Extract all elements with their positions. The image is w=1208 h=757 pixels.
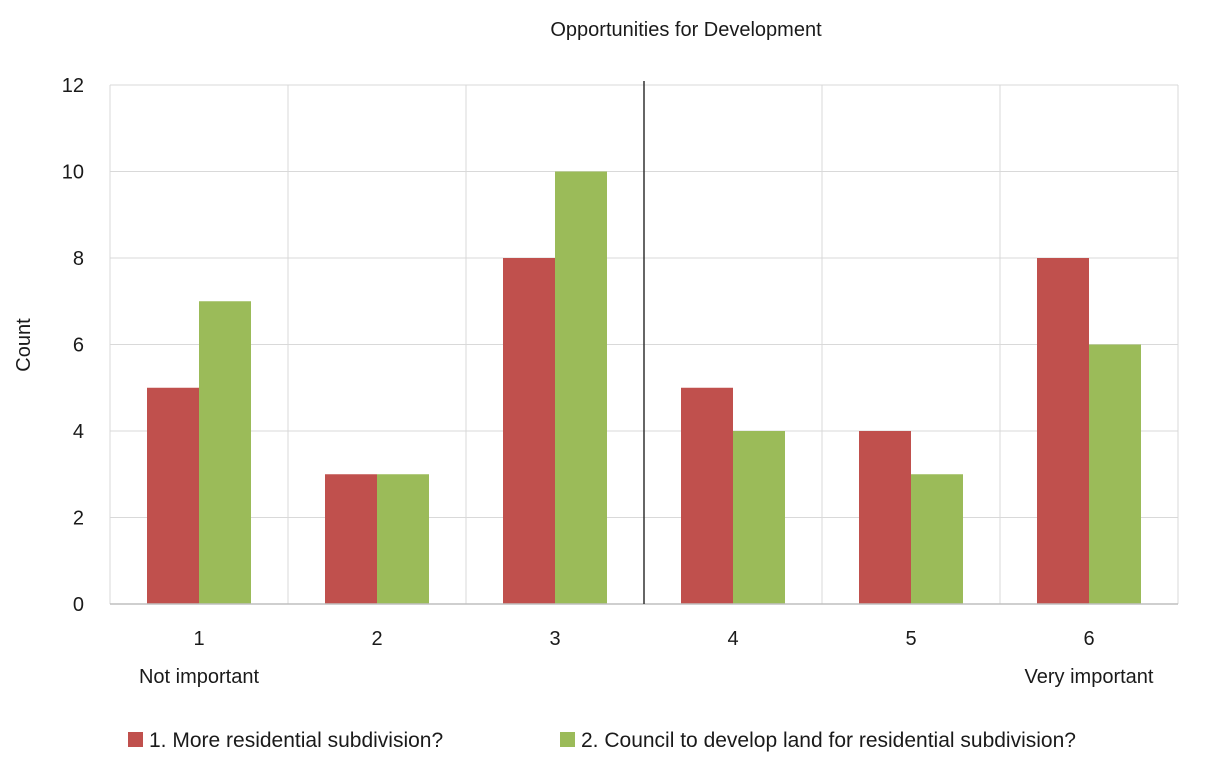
y-tick-label: 8: [73, 248, 84, 270]
x-tick-sublabel: Very important: [1025, 666, 1154, 688]
y-tick-label: 12: [62, 75, 84, 97]
bar-series1-5: [859, 431, 911, 604]
x-tick-label: 3: [549, 628, 560, 650]
y-tick-label: 10: [62, 162, 84, 184]
x-tick-sublabel: Not important: [139, 666, 259, 688]
bar-series1-2: [325, 474, 377, 604]
bar-series2-4: [733, 431, 785, 604]
bar-series2-2: [377, 474, 429, 604]
bar-series2-5: [911, 474, 963, 604]
bar-series2-1: [199, 301, 251, 604]
axes: 0 2 4 6 8 10 12 1 Not important 2 3 4 5 6 Very importa…: [62, 75, 1178, 688]
bar-series1-3: [503, 258, 555, 604]
legend-label-series2: 2. Council to develop land for residenti…: [581, 729, 1076, 752]
chart-title: Opportunities for Development: [550, 19, 822, 41]
y-tick-label: 2: [73, 508, 84, 530]
legend-swatch-series1: [128, 732, 143, 747]
bar-series1-6: [1037, 258, 1089, 604]
legend-label-series1: 1. More residential subdivision?: [149, 729, 443, 752]
bar-series1-1: [147, 387, 199, 604]
y-axis-title: Count: [13, 318, 35, 372]
y-tick-label: 6: [73, 335, 84, 357]
x-tick-label: 4: [727, 628, 738, 650]
legend: 1. More residential subdivision? 2. Counc…: [128, 729, 1076, 752]
x-tick-label: 6: [1083, 628, 1094, 650]
bar-series2-3: [555, 171, 607, 604]
bars: [147, 171, 1141, 604]
x-tick-label: 5: [905, 628, 916, 650]
legend-swatch-series2: [560, 732, 575, 747]
bar-series2-6: [1089, 344, 1141, 604]
y-tick-label: 4: [73, 421, 84, 443]
y-tick-label: 0: [73, 594, 84, 616]
bar-series1-4: [681, 387, 733, 604]
x-tick-label: 2: [371, 628, 382, 650]
x-tick-label: 1: [193, 628, 204, 650]
